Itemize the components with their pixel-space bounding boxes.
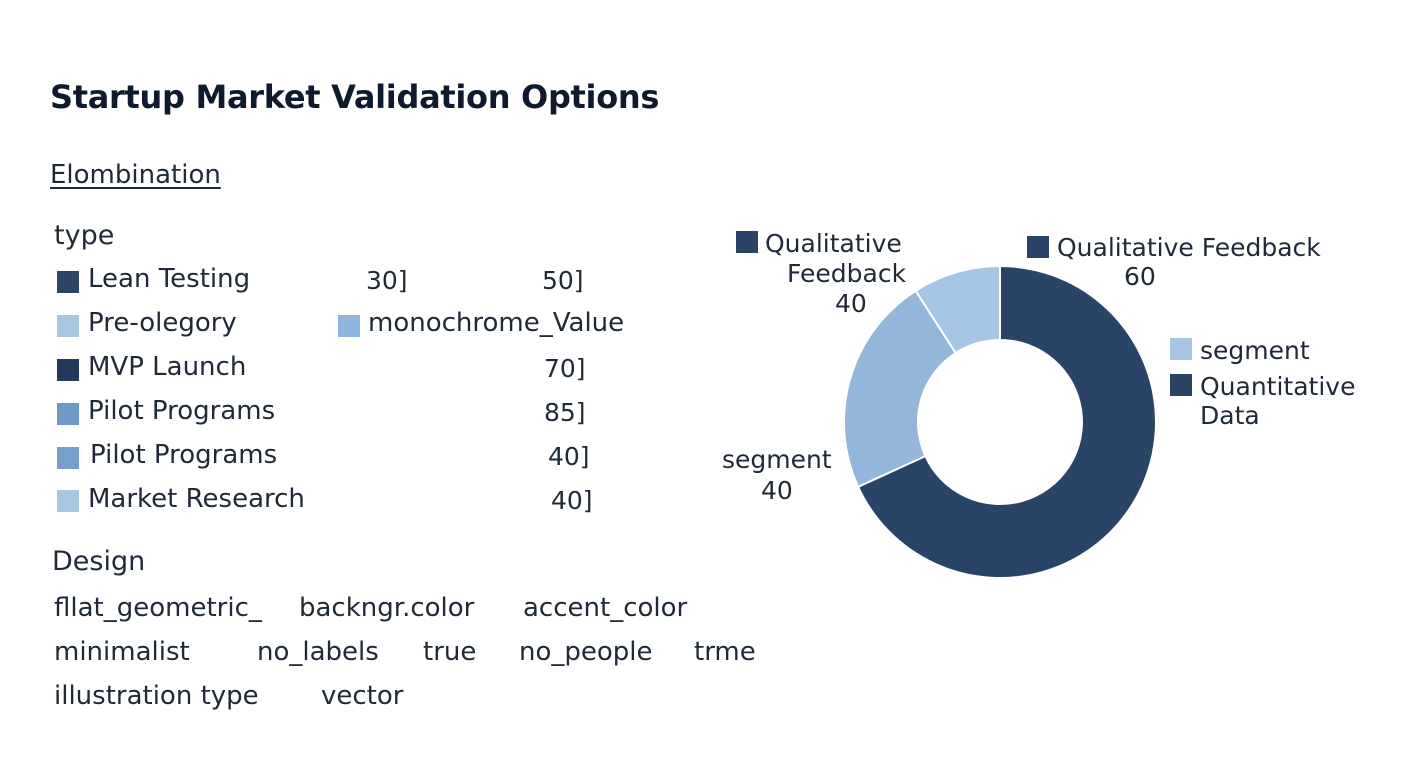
annotation-value-2: 60 (1124, 262, 1156, 291)
subtitle: Elombination (50, 160, 221, 190)
row-label: MVP Launch (88, 352, 247, 382)
legend-label-quantitative: Quantitative (1200, 372, 1356, 401)
annotation-swatch-2 (1027, 236, 1049, 258)
design-item: accent_color (523, 593, 688, 623)
swatch-pre-olegory (57, 315, 79, 337)
design-item: no_people (519, 637, 653, 667)
donut-slice-2 (914, 264, 1001, 355)
row-label: Pilot Programs (88, 396, 276, 426)
design-item: true (423, 637, 477, 667)
annotation-value-3: 40 (761, 476, 793, 505)
row-extra-label: monochrome_Value (368, 308, 625, 338)
legend-swatch-quantitative (1170, 374, 1192, 396)
row-label: Pre-olegory (88, 308, 237, 338)
swatch-monochrome-value (338, 315, 360, 337)
design-item: backngr.color (299, 593, 475, 623)
page-title: Startup Market Validation Options (50, 78, 660, 116)
swatch-mvp-launch (57, 359, 79, 381)
donut-slice-0 (856, 264, 1157, 579)
row-label: Market Research (88, 484, 305, 514)
annotation-swatch-1 (736, 231, 758, 253)
legend-label-quantitative-2: Data (1200, 401, 1260, 430)
type-heading: type (54, 220, 115, 251)
design-item: trme (694, 637, 756, 667)
row-value-1: 30] (366, 266, 408, 295)
row-label: Lean Testing (88, 264, 251, 294)
design-heading: Design (52, 546, 146, 577)
legend-label-segment: segment (1200, 336, 1310, 365)
annotation-label-1a: Qualitative (765, 229, 902, 258)
design-item: vector (321, 681, 404, 711)
swatch-market-research (57, 490, 79, 512)
row-value-2: 70] (544, 354, 586, 383)
design-item: fllat_geometric_ (54, 593, 262, 623)
annotation-label-1b: Feedback (787, 259, 907, 288)
annotation-value-1: 40 (835, 289, 867, 318)
row-value-2: 40] (548, 442, 590, 471)
row-value-2: 85] (544, 398, 586, 427)
design-item: no_labels (257, 637, 379, 667)
swatch-pilot-programs (57, 403, 79, 425)
design-item: illustration type (54, 681, 259, 711)
row-value-2: 40] (551, 486, 593, 515)
swatch-lean-testing (57, 271, 79, 293)
swatch-pilot-programs-2 (57, 447, 79, 469)
donut-slice-1 (843, 289, 958, 489)
row-value-2: 50] (542, 266, 584, 295)
annotation-label-2: Qualitative Feedback (1057, 233, 1321, 262)
design-item: minimalist (54, 637, 190, 667)
row-label: Pilot Programs (90, 440, 278, 470)
annotation-label-3: segment (722, 445, 832, 474)
legend-swatch-segment (1170, 338, 1192, 360)
